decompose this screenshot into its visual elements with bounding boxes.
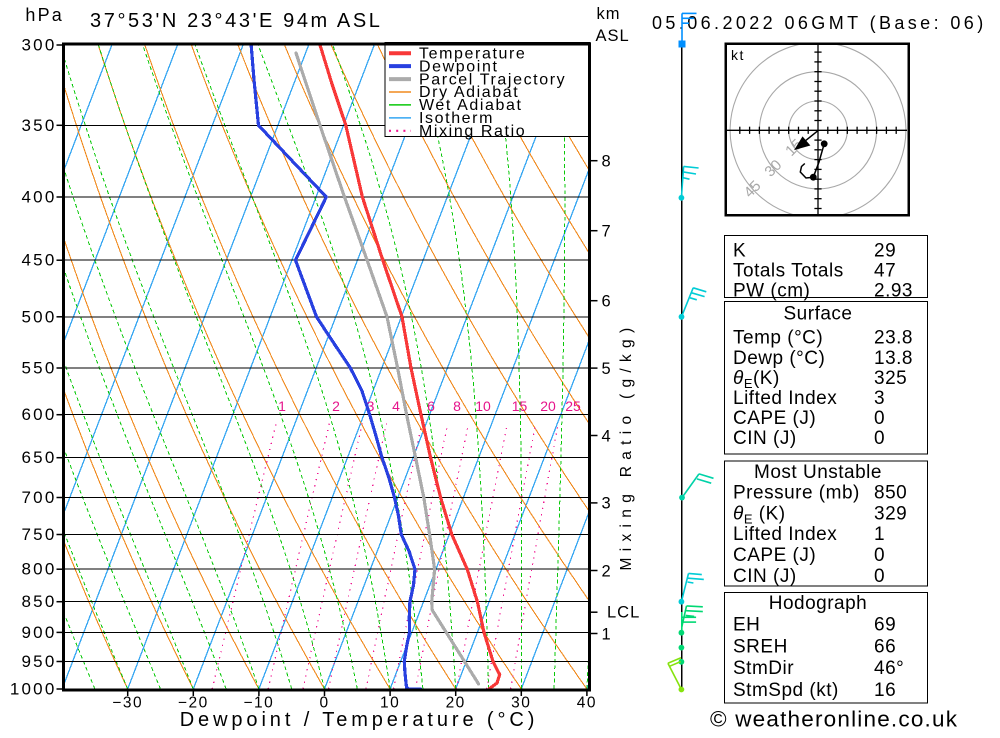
svg-text:329: 329 <box>874 503 907 524</box>
svg-text:SREH: SREH <box>733 636 788 657</box>
svg-text:69: 69 <box>874 615 896 636</box>
svg-text:CIN (J): CIN (J) <box>733 428 797 449</box>
svg-text:300: 300 <box>22 36 57 55</box>
svg-text:3: 3 <box>367 398 375 414</box>
svg-text:−10: −10 <box>244 695 275 712</box>
svg-text:Wet Adiabat: Wet Adiabat <box>419 97 523 114</box>
svg-text:550: 550 <box>22 359 57 378</box>
svg-text:0: 0 <box>874 428 885 449</box>
svg-text:900: 900 <box>22 623 57 642</box>
svg-text:4: 4 <box>602 427 611 445</box>
svg-text:Isotherm: Isotherm <box>419 110 494 127</box>
svg-text:600: 600 <box>22 405 57 424</box>
svg-text:13.8: 13.8 <box>874 348 913 369</box>
svg-text:40: 40 <box>577 695 597 712</box>
svg-text:CAPE (J): CAPE (J) <box>733 408 816 429</box>
svg-text:23.8: 23.8 <box>874 328 913 349</box>
svg-text:29: 29 <box>874 240 896 261</box>
svg-text:6: 6 <box>427 398 435 414</box>
svg-text:K: K <box>733 240 746 261</box>
svg-text:EH: EH <box>733 615 760 636</box>
svg-text:400: 400 <box>22 188 57 207</box>
svg-text:1000: 1000 <box>10 680 57 699</box>
svg-text:37°53'N 23°43'E 94m ASL: 37°53'N 23°43'E 94m ASL <box>90 10 382 32</box>
svg-text:7: 7 <box>602 223 611 241</box>
svg-text:800: 800 <box>22 560 57 579</box>
svg-text:StmDir: StmDir <box>733 658 794 679</box>
svg-text:450: 450 <box>22 251 57 270</box>
svg-text:05.06.2022 06GMT (Base: 06): 05.06.2022 06GMT (Base: 06) <box>652 13 987 33</box>
svg-text:Pressure (mb): Pressure (mb) <box>733 483 860 504</box>
svg-text:10: 10 <box>380 695 400 712</box>
svg-text:θE (K): θE (K) <box>733 503 786 526</box>
svg-text:8: 8 <box>453 398 461 414</box>
svg-text:Hodograph: Hodograph <box>769 593 868 614</box>
svg-text:650: 650 <box>22 448 57 467</box>
svg-text:hPa: hPa <box>25 5 64 25</box>
svg-text:Mixing Ratio (g/kg): Mixing Ratio (g/kg) <box>618 322 635 571</box>
svg-text:0: 0 <box>874 408 885 429</box>
svg-text:0: 0 <box>319 695 329 712</box>
svg-text:1: 1 <box>602 625 611 643</box>
svg-text:350: 350 <box>22 116 57 135</box>
svg-text:Temperature: Temperature <box>419 45 526 62</box>
svg-text:LCL: LCL <box>607 604 640 622</box>
svg-text:30: 30 <box>511 695 531 712</box>
svg-text:750: 750 <box>22 525 57 544</box>
svg-text:25: 25 <box>565 398 581 414</box>
svg-text:20: 20 <box>540 398 556 414</box>
svg-text:2: 2 <box>602 562 611 580</box>
svg-text:850: 850 <box>874 483 907 504</box>
svg-text:10: 10 <box>475 398 491 414</box>
svg-text:850: 850 <box>22 592 57 611</box>
svg-text:−30: −30 <box>112 695 143 712</box>
svg-text:Dewpoint / Temperature (°C): Dewpoint / Temperature (°C) <box>180 709 539 731</box>
svg-text:CAPE (J): CAPE (J) <box>733 545 816 566</box>
svg-text:46°: 46° <box>874 658 904 679</box>
svg-text:0: 0 <box>874 545 885 566</box>
svg-text:Dewp (°C): Dewp (°C) <box>733 348 825 369</box>
svg-text:15: 15 <box>512 398 528 414</box>
svg-text:47: 47 <box>874 261 896 282</box>
svg-text:Totals Totals: Totals Totals <box>733 261 844 282</box>
svg-text:Most Unstable: Most Unstable <box>754 462 882 483</box>
svg-text:Temp (°C): Temp (°C) <box>733 328 823 349</box>
svg-text:16: 16 <box>874 680 896 701</box>
svg-text:Mixing Ratio: Mixing Ratio <box>419 123 526 140</box>
svg-text:1: 1 <box>874 524 885 545</box>
svg-text:Lifted Index: Lifted Index <box>733 524 837 545</box>
svg-text:5: 5 <box>602 360 611 378</box>
svg-text:8: 8 <box>602 153 611 171</box>
svg-text:PW (cm): PW (cm) <box>733 280 810 301</box>
svg-text:6: 6 <box>602 293 611 311</box>
svg-text:0: 0 <box>874 566 885 587</box>
svg-text:−20: −20 <box>178 695 209 712</box>
svg-text:1: 1 <box>278 398 286 414</box>
svg-text:700: 700 <box>22 488 57 507</box>
svg-text:Dewpoint: Dewpoint <box>419 58 499 75</box>
svg-text:2.93: 2.93 <box>874 280 913 301</box>
svg-text:Lifted Index: Lifted Index <box>733 388 837 409</box>
svg-text:4: 4 <box>392 398 400 414</box>
svg-text:Dry Adiabat: Dry Adiabat <box>419 84 519 101</box>
svg-text:20: 20 <box>446 695 466 712</box>
svg-text:kt: kt <box>731 47 745 63</box>
svg-text:325: 325 <box>874 368 907 389</box>
svg-text:950: 950 <box>22 652 57 671</box>
svg-text:3: 3 <box>874 388 885 409</box>
svg-text:StmSpd (kt): StmSpd (kt) <box>733 680 839 701</box>
svg-text:66: 66 <box>874 636 896 657</box>
svg-text:Surface: Surface <box>784 303 853 324</box>
svg-text:ASL: ASL <box>596 27 630 45</box>
svg-text:km: km <box>597 5 621 23</box>
svg-text:CIN (J): CIN (J) <box>733 566 797 587</box>
svg-text:Parcel Trajectory: Parcel Trajectory <box>419 71 566 88</box>
svg-text:2: 2 <box>332 398 340 414</box>
svg-text:500: 500 <box>22 307 57 326</box>
svg-text:3: 3 <box>602 495 611 513</box>
svg-text:© weatheronline.co.uk: © weatheronline.co.uk <box>710 707 958 732</box>
